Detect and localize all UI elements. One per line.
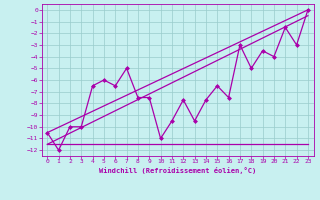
X-axis label: Windchill (Refroidissement éolien,°C): Windchill (Refroidissement éolien,°C) xyxy=(99,167,256,174)
